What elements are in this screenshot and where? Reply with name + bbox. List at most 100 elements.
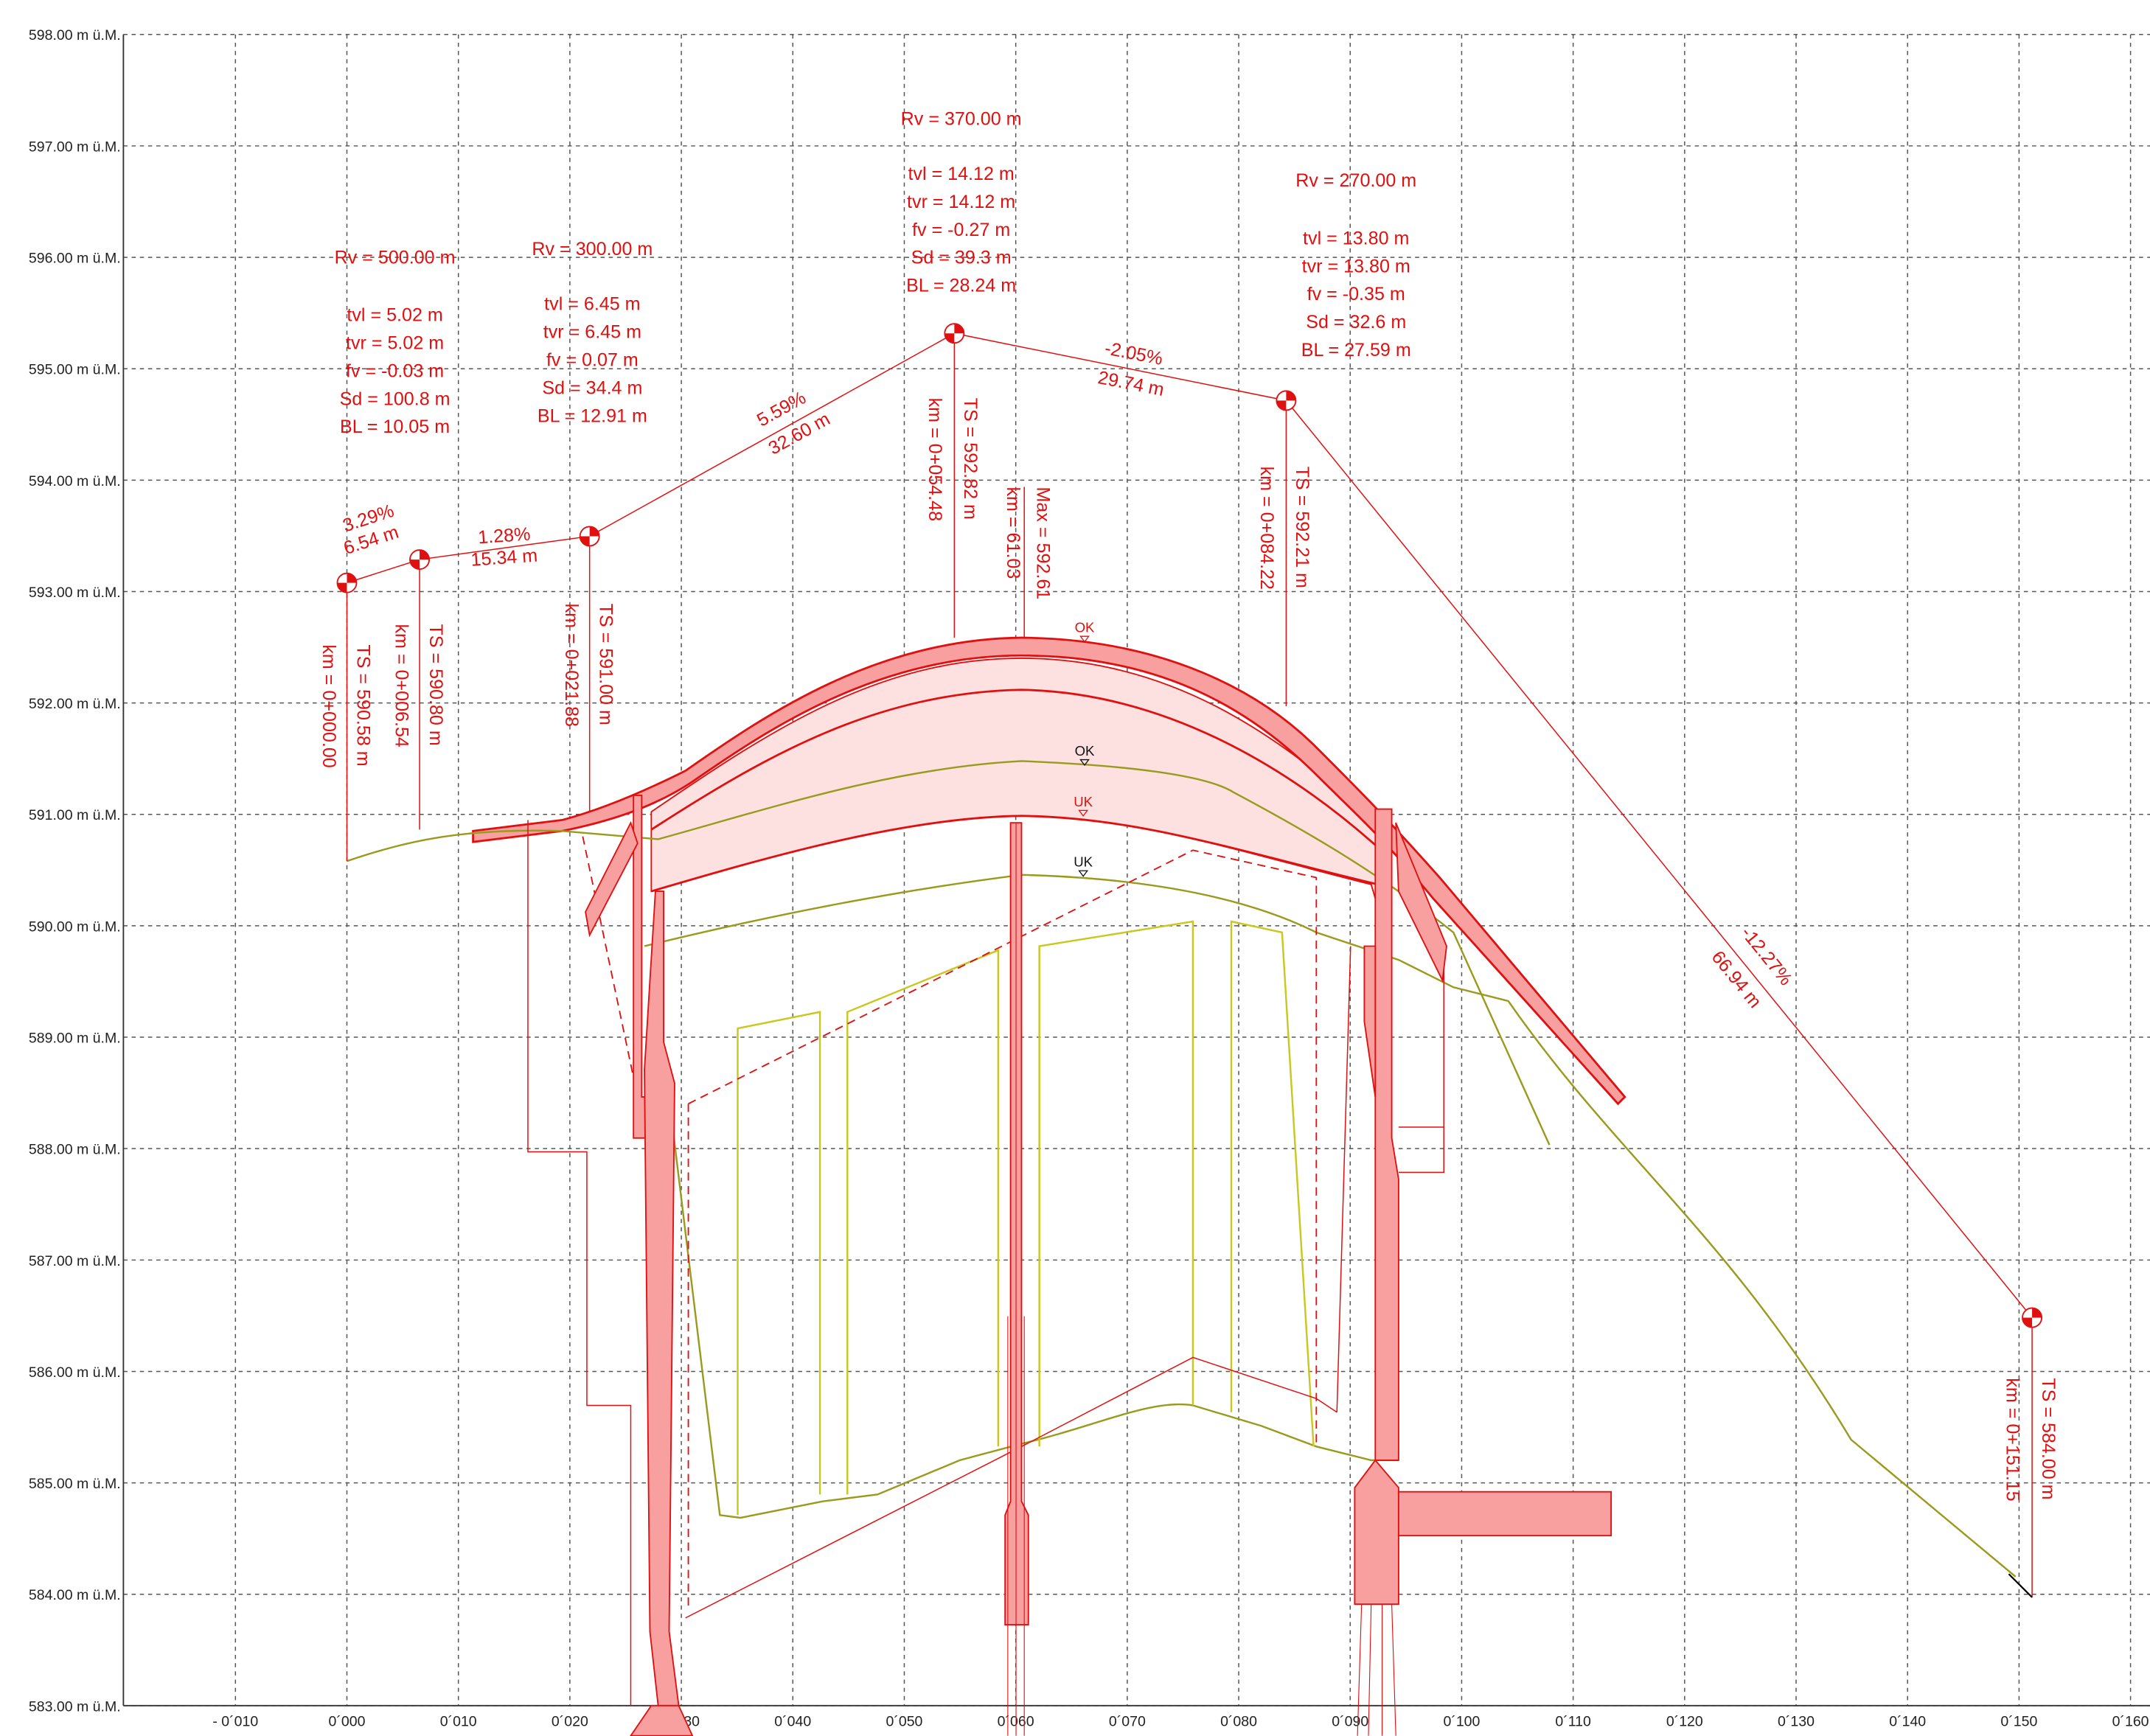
- curve-parameter: tvr = 5.02 m: [346, 332, 444, 353]
- road-grade-line: [347, 332, 2033, 1318]
- curve-parameter: fv = -0.27 m: [912, 220, 1010, 240]
- curve-parameter: Sd = 39.3 m: [911, 248, 1012, 268]
- vertex-marker: [1276, 390, 1297, 411]
- y-axis-label: 596.00 m ü.M.: [29, 251, 121, 267]
- grade-label: 1.28%: [477, 523, 531, 548]
- station-km: km = 0+084.22: [1256, 467, 1277, 590]
- station-km: km = 0+151.15: [2003, 1378, 2023, 1501]
- vertex-marker: [409, 549, 431, 571]
- curve-parameter: fv = -0.35 m: [1307, 284, 1405, 304]
- pier: [1004, 822, 1029, 1625]
- y-axis-label: 587.00 m ü.M.: [29, 1253, 121, 1269]
- dashed-line: [582, 836, 1318, 1611]
- y-axis-label: 586.00 m ü.M.: [29, 1364, 121, 1381]
- y-axis-label: 583.00 m ü.M.: [29, 1698, 121, 1715]
- x-axis-label: 0´040: [774, 1714, 811, 1730]
- y-axis-label: 588.00 m ü.M.: [29, 1142, 121, 1158]
- curve-parameter: BL = 27.59 m: [1301, 340, 1411, 360]
- y-axis-label: 592.00 m ü.M.: [29, 696, 121, 712]
- ground-line: [644, 874, 2017, 1578]
- station-elevation: Max = 592.61: [1033, 487, 1054, 600]
- marker-fill: [2022, 1308, 2042, 1328]
- sheet-pile: [737, 920, 1315, 1516]
- y-axis-label: 591.00 m ü.M.: [29, 807, 121, 823]
- curve-parameter: tvl = 6.45 m: [544, 294, 640, 315]
- level-triangle: [1078, 809, 1089, 817]
- grade-label: -2.05%: [1103, 338, 1164, 369]
- curve-parameter: Sd = 34.4 m: [542, 377, 642, 398]
- curve-parameter: tvr = 6.45 m: [543, 322, 641, 343]
- level-marker: UK: [1074, 794, 1093, 809]
- x-axis-label: 0´070: [1109, 1714, 1146, 1730]
- footing-line: [1357, 1604, 1396, 1736]
- y-axis-label: 598.00 m ü.M.: [29, 27, 121, 43]
- x-axis-label: 0´100: [1443, 1714, 1480, 1730]
- station-elevation: TS = 592.21 m: [1292, 467, 1312, 588]
- vertex-marker: [579, 526, 600, 547]
- station-elevation: TS = 584.00 m: [2038, 1378, 2059, 1499]
- curve-parameter: BL = 28.24 m: [906, 276, 1016, 296]
- curve-parameter: tvr = 13.80 m: [1302, 256, 1410, 276]
- x-axis-label: 0´080: [1220, 1714, 1257, 1730]
- y-axis-label: 597.00 m ü.M.: [29, 139, 121, 155]
- x-axis-label: 0´000: [329, 1714, 366, 1730]
- curve-parameter: Sd = 100.8 m: [340, 388, 450, 409]
- grade-length: 29.74 m: [1096, 367, 1166, 400]
- station-km: km = 0+021.88: [561, 604, 582, 727]
- curve-parameter: fv = 0.07 m: [546, 349, 639, 370]
- y-axis-label: 584.00 m ü.M.: [29, 1587, 121, 1603]
- pile: [1363, 945, 1377, 1098]
- drop-line: [346, 333, 2033, 1597]
- curve-radius: Rv = 300.00 m: [532, 239, 653, 259]
- x-axis-label: 0´140: [1889, 1714, 1926, 1730]
- marker-fill: [337, 573, 357, 593]
- station-elevation: TS = 590.80 m: [425, 624, 446, 745]
- curve-parameter: tvl = 5.02 m: [347, 304, 442, 325]
- x-axis-label: 0´110: [1555, 1714, 1591, 1730]
- curve-parameter: Sd = 32.6 m: [1306, 312, 1406, 332]
- pile: [644, 890, 680, 1707]
- station-elevation: TS = 590.58 m: [352, 644, 373, 766]
- curve-parameter: fv = -0.03 m: [346, 360, 444, 381]
- footing-block: [1397, 1491, 1612, 1537]
- deck-curve: [650, 689, 1379, 848]
- uk-curve: [650, 815, 1379, 893]
- y-axis-label: 589.00 m ü.M.: [29, 1030, 121, 1046]
- wing-wall: [1395, 822, 1447, 983]
- x-axis-label: - 0´010: [212, 1714, 258, 1730]
- curve-radius: Rv = 370.00 m: [901, 109, 1022, 130]
- level-triangle: [1078, 870, 1089, 877]
- curve-parameter: tvr = 14.12 m: [907, 192, 1015, 212]
- curve-parameter: tvl = 13.80 m: [1303, 228, 1409, 248]
- end-line: [2008, 1573, 2033, 1598]
- x-axis-label: 0´160: [2112, 1714, 2149, 1730]
- x-axis-label: 0´090: [1332, 1714, 1368, 1730]
- level-triangle: [1079, 635, 1090, 643]
- station-km: km = 0+054.48: [925, 398, 945, 521]
- curve-radius: Rv = 270.00 m: [1295, 170, 1416, 191]
- wing-wall: [585, 820, 639, 938]
- curve-parameter: tvl = 14.12 m: [908, 164, 1014, 184]
- pier-line: [1007, 823, 1025, 1736]
- level-marker: OK: [1075, 743, 1095, 759]
- x-axis-label: 0´120: [1666, 1714, 1703, 1730]
- curve-radius: Rv = 500.00 m: [335, 247, 456, 268]
- abutment: [1374, 808, 1399, 1461]
- y-axis-label: 594.00 m ü.M.: [29, 473, 121, 489]
- x-axis-label: 0´050: [886, 1714, 923, 1730]
- thin-line: [527, 820, 1445, 1706]
- x-axis-label: 0´020: [552, 1714, 588, 1730]
- level-marker: UK: [1074, 854, 1093, 870]
- vertex-marker: [2022, 1307, 2043, 1328]
- vertex-marker: [336, 572, 358, 593]
- marker-fill: [1276, 391, 1296, 411]
- ground-line: [661, 1042, 1399, 1519]
- curve-parameter: BL = 10.05 m: [340, 416, 450, 437]
- footing: [1354, 1459, 1399, 1606]
- level-marker: OK: [1075, 620, 1095, 635]
- station-km: km = 0+006.54: [391, 624, 411, 747]
- curve-parameter: BL = 12.91 m: [538, 405, 647, 426]
- x-axis-label: 0´150: [2000, 1714, 2037, 1730]
- marker-fill: [580, 526, 599, 546]
